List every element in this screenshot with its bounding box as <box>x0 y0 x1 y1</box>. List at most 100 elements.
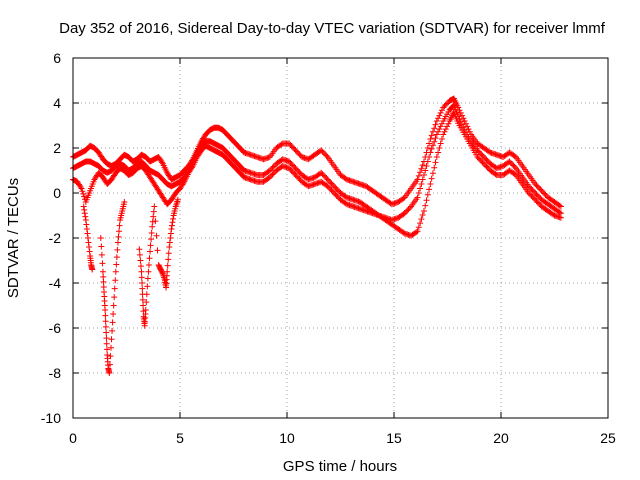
data-point <box>429 128 436 135</box>
data-point <box>429 142 436 149</box>
data-point <box>79 188 86 195</box>
data-point <box>114 239 121 246</box>
data-point <box>322 173 329 180</box>
data-point <box>151 203 158 210</box>
data-point <box>295 174 302 181</box>
data-point <box>81 206 88 213</box>
data-point <box>324 183 331 190</box>
data-point <box>106 370 113 376</box>
data-point <box>328 180 335 187</box>
data-point <box>80 203 87 210</box>
data-point <box>477 156 484 163</box>
data-point <box>426 186 433 193</box>
data-point <box>83 221 90 228</box>
data-point <box>432 159 439 166</box>
data-point <box>159 159 166 166</box>
data-point <box>438 136 445 142</box>
data-point <box>180 180 187 187</box>
data-point <box>103 340 110 347</box>
data-point <box>145 268 152 275</box>
data-point <box>426 140 433 147</box>
data-point <box>533 182 540 189</box>
data-point <box>291 163 298 170</box>
data-point <box>422 202 429 209</box>
data-point <box>445 120 452 127</box>
y-tick-label: -6 <box>49 320 62 336</box>
data-point <box>474 154 481 160</box>
data-point <box>103 346 110 353</box>
data-point <box>331 190 338 196</box>
data-point <box>460 124 467 131</box>
data-point <box>482 155 489 162</box>
data-point <box>342 175 349 182</box>
data-point <box>401 210 408 217</box>
data-point <box>288 143 295 150</box>
x-tick-label: 20 <box>493 430 509 446</box>
x-tick-label: 10 <box>279 430 295 446</box>
data-point <box>268 172 275 179</box>
data-point <box>415 224 422 231</box>
data-point <box>557 210 564 217</box>
data-point <box>108 336 115 343</box>
data-point <box>288 161 295 168</box>
data-point <box>165 256 172 263</box>
data-point <box>150 213 157 220</box>
data-point <box>164 262 171 269</box>
data-point <box>98 243 105 250</box>
data-point <box>148 229 155 236</box>
data-point <box>332 184 339 191</box>
data-point <box>533 191 540 198</box>
data-point <box>542 191 549 198</box>
data-point <box>319 148 326 155</box>
data-point <box>460 115 467 122</box>
data-point <box>103 329 110 336</box>
data-point <box>102 307 109 313</box>
data-point <box>474 147 481 154</box>
data-point <box>109 319 116 326</box>
data-point <box>327 185 334 192</box>
data-point <box>143 291 150 298</box>
data-point <box>269 171 276 178</box>
data-point <box>140 302 147 309</box>
data-point <box>99 260 106 267</box>
data-point <box>509 161 516 168</box>
data-point <box>441 128 448 135</box>
data-point <box>342 193 349 200</box>
data-point <box>414 176 421 183</box>
data-point <box>457 109 464 116</box>
data-point <box>116 228 123 235</box>
data-point <box>533 198 540 205</box>
data-point <box>137 257 144 264</box>
data-point <box>480 154 487 160</box>
data-point <box>86 248 93 255</box>
data-point <box>530 195 537 202</box>
data-point <box>530 188 537 195</box>
data-point <box>459 112 466 119</box>
data-point <box>475 148 482 155</box>
y-tick-label: 6 <box>53 50 61 66</box>
y-tick-label: -4 <box>49 275 62 291</box>
grid <box>73 58 608 418</box>
data-point <box>415 190 422 196</box>
data-point <box>557 203 564 210</box>
data-point <box>152 218 159 225</box>
data-point <box>400 229 407 236</box>
data-point <box>170 215 177 222</box>
data-point <box>432 135 439 142</box>
data-point <box>431 164 438 171</box>
data-point <box>506 158 513 165</box>
data-point <box>295 149 302 156</box>
data-point <box>511 171 518 178</box>
data-point <box>342 200 349 207</box>
data-point <box>144 275 151 282</box>
data-point <box>150 208 157 215</box>
data-point <box>479 159 486 166</box>
data-point <box>102 318 109 325</box>
data-point <box>462 120 469 127</box>
data-point <box>149 218 156 225</box>
y-tick-label: 0 <box>53 185 61 201</box>
data-point <box>492 171 499 178</box>
data-point <box>457 118 464 125</box>
data-point <box>269 164 276 171</box>
data-point <box>418 181 425 187</box>
